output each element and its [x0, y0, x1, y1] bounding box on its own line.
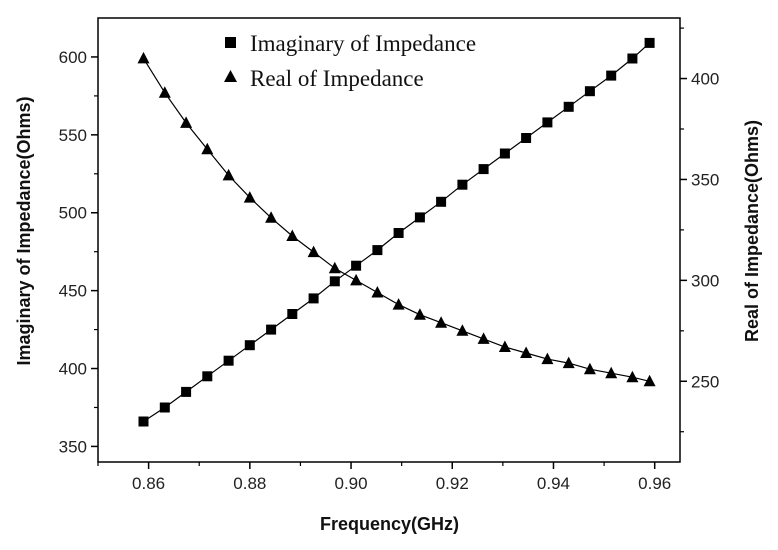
- real-data-point: [350, 273, 363, 286]
- y-left-tick-label: 550: [59, 126, 87, 145]
- imaginary-data-point: [287, 309, 298, 319]
- imaginary-data-point: [644, 37, 655, 48]
- x-tick-label: 0.88: [233, 474, 266, 493]
- real-data-point: [328, 261, 341, 274]
- real-data-point: [626, 370, 639, 383]
- real-data-point: [605, 366, 618, 379]
- plot-frame: [97, 17, 681, 463]
- plot-area: 0.86 0.88 0.90 0.92 0.94 0.96 350 400 450 500 550 6…: [59, 17, 719, 493]
- imaginary-data-point: [606, 70, 617, 81]
- y-left-tick-label: 500: [59, 204, 87, 223]
- imaginary-data-point: [223, 355, 234, 366]
- y-axis-left-title: Imaginary of Impedance(Ohms): [14, 96, 34, 365]
- y-right-tick-label: 250: [691, 372, 719, 391]
- imaginary-data-point: [521, 133, 532, 143]
- imaginary-data-point: [244, 340, 255, 351]
- y-left-tick-label: 400: [59, 360, 87, 379]
- imaginary-data-point: [542, 117, 553, 128]
- y-axis-right-title: Real of Impedance(Ohms): [742, 120, 762, 342]
- legend: Imaginary of Impedance Real of Impedance: [224, 31, 476, 91]
- imaginary-data-point: [181, 386, 192, 397]
- legend-label-imaginary: Imaginary of Impedance: [250, 31, 476, 56]
- real-data-point: [265, 211, 278, 223]
- legend-marker-square: [225, 37, 236, 48]
- y-right-tick-label: 300: [691, 271, 719, 290]
- x-tick-label: 0.96: [638, 474, 671, 493]
- imaginary-data-point: [478, 164, 489, 175]
- real-data-point: [307, 245, 320, 258]
- real-data-point: [541, 352, 554, 365]
- x-tick-label: 0.92: [436, 474, 469, 493]
- x-axis-title: Frequency(GHz): [320, 514, 459, 534]
- real-data-point: [498, 340, 511, 352]
- imaginary-data-point: [414, 212, 425, 223]
- real-data-point: [371, 286, 384, 298]
- real-data-point: [583, 362, 596, 375]
- legend-label-real: Real of Impedance: [250, 66, 424, 91]
- real-data-point: [201, 142, 214, 155]
- real-data-point: [243, 191, 256, 203]
- y-right-tick-label: 350: [691, 170, 719, 189]
- real-data-point: [413, 308, 426, 320]
- x-tick-label: 0.86: [132, 474, 165, 493]
- real-data-point: [180, 116, 193, 128]
- y-left-tick-label: 450: [59, 282, 87, 301]
- imaginary-data-point: [351, 260, 362, 271]
- y-left-tick-label: 350: [59, 437, 87, 456]
- real-data-point: [643, 374, 656, 387]
- imaginary-data-point: [308, 293, 319, 304]
- real-data-point: [456, 324, 469, 336]
- real-data-point: [137, 51, 150, 64]
- imaginary-data-point: [627, 53, 638, 64]
- real-data-point: [477, 332, 490, 344]
- real-data-point: [158, 86, 171, 98]
- imaginary-data-point: [584, 86, 595, 97]
- real-data-point: [392, 298, 405, 310]
- x-tick-label: 0.90: [334, 474, 367, 493]
- legend-marker-triangle: [224, 70, 237, 82]
- imaginary-data-point: [457, 179, 468, 190]
- imaginary-data-point: [202, 371, 213, 382]
- imaginary-data-point: [138, 416, 149, 427]
- real-data-point: [435, 316, 448, 328]
- imaginary-data-point: [372, 245, 383, 256]
- imaginary-data-point: [393, 228, 404, 238]
- imaginary-data-point: [563, 101, 574, 112]
- imaginary-data-point: [266, 324, 277, 335]
- real-data-point: [520, 346, 533, 358]
- imaginary-data-point: [499, 148, 510, 159]
- real-data-point: [286, 229, 299, 241]
- imaginary-data-point: [159, 402, 170, 413]
- y-right-tick-label: 400: [691, 70, 719, 89]
- real-data-point: [562, 356, 575, 369]
- imaginary-data-point: [436, 196, 447, 207]
- x-tick-label: 0.94: [537, 474, 570, 493]
- imaginary-data-point: [329, 276, 340, 287]
- real-data-point: [222, 168, 235, 181]
- y-left-tick-label: 600: [59, 48, 87, 67]
